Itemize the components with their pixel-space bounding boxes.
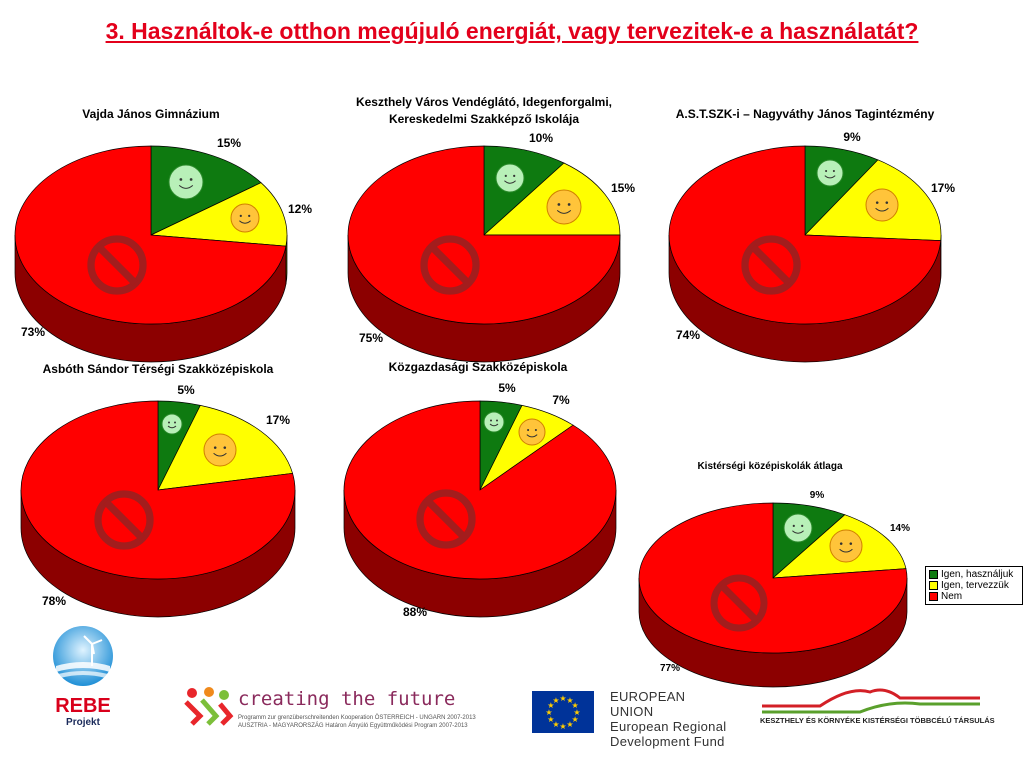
page-title: 3. Használtok-e otthon megújuló energiát… [105, 18, 919, 44]
legend-label: Nem [941, 591, 963, 602]
creating-the-future-text: creating the future [238, 688, 456, 710]
chart-title: Kereskedelmi Szakképző Iskolája [389, 112, 579, 126]
prohibition-icon [87, 235, 147, 295]
keszthely-tarsulas-logo: KESZTHELY ÉS KÖRNYÉKE KISTÉRSÉGI TÖBBCÉL… [760, 682, 995, 732]
star-icon: ★ [552, 696, 559, 705]
keszthely-tarsulas-name: KESZTHELY ÉS KÖRNYÉKE KISTÉRSÉGI TÖBBCÉL… [760, 716, 995, 725]
legend-swatch-green [929, 570, 938, 579]
program-line-2: AUSZTRIA - MAGYARORSZÁG Határon Átnyúló … [238, 723, 468, 729]
rebe-logo: REBE Projekt [48, 622, 118, 732]
smiley-green-icon [161, 413, 183, 435]
smiley-orange-icon [865, 188, 899, 222]
star-icon: ★ [559, 722, 566, 731]
data-label-igen-tervezzuk: 17% [931, 181, 955, 195]
smiley-green-icon [495, 163, 525, 193]
star-icon: ★ [547, 715, 554, 724]
pie-chart-6: Kistérségi középiskolák átlaga 9% 14% 77% [638, 461, 910, 688]
chart-legend: Igen, használjuk Igen, tervezzük Nem [925, 566, 1023, 605]
prohibition-icon [94, 490, 154, 550]
pie-slice-nem [14, 145, 287, 325]
chart-title: A.S.T.SZK-i – Nagyváthy János Tagintézmé… [676, 107, 935, 121]
smiley-green-icon [483, 411, 505, 433]
pie-slice-nem [668, 145, 942, 325]
data-label-nem: 77% [660, 663, 680, 674]
star-icon: ★ [573, 708, 580, 717]
star-icon: ★ [559, 694, 566, 703]
wind-turbine-icon [53, 626, 113, 686]
smiley-orange-icon [230, 203, 260, 233]
smiley-orange-icon [829, 529, 863, 563]
hills-icon [762, 688, 980, 714]
program-line-1: Programm zur grenzüberschreitenden Koope… [238, 715, 476, 721]
data-label-igen-hasznaljuk: 5% [177, 383, 195, 397]
legend-item-nem: Nem [929, 591, 1019, 602]
data-label-igen-hasznaljuk: 9% [843, 130, 861, 144]
legend-label: Igen, tervezzük [941, 580, 1009, 591]
data-label-nem: 73% [21, 325, 45, 339]
prohibition-icon [420, 235, 480, 295]
pie-chart-2: Keszthely Város Vendéglátó, Idegenforgal… [347, 95, 635, 363]
eu-logo: ★ ★ ★ ★ ★ ★ ★ ★ ★ ★ ★ ★ EUROPEAN UNION European Reg… [532, 689, 732, 749]
star-icon: ★ [572, 701, 579, 710]
data-label-igen-hasznaljuk: 5% [498, 381, 516, 395]
legend-item-igen-hasznaljuk: Igen, használjuk [929, 569, 1019, 580]
star-icon: ★ [566, 696, 573, 705]
rebe-name: REBE [55, 695, 111, 717]
data-label-igen-hasznaljuk: 15% [217, 136, 241, 150]
chart-title: Kistérségi középiskolák átlaga [697, 461, 843, 472]
data-label-igen-tervezzuk: 7% [552, 393, 570, 407]
legend-swatch-yellow [929, 581, 938, 590]
pie-slice-nem [638, 502, 908, 654]
rebe-sub: Projekt [66, 717, 100, 728]
data-label-igen-tervezzuk: 14% [890, 523, 910, 534]
chart-title: Közgazdasági Szakközépiskola [389, 360, 568, 374]
data-label-igen-tervezzuk: 17% [266, 413, 290, 427]
chart-title: Keszthely Város Vendéglátó, Idegenforgal… [356, 95, 612, 109]
smiley-orange-icon [203, 433, 237, 467]
data-label-nem: 75% [359, 331, 383, 345]
data-label-igen-tervezzuk: 15% [611, 181, 635, 195]
smiley-green-icon [816, 159, 844, 187]
legend-swatch-red [929, 592, 938, 601]
pie-slice-nem [343, 400, 617, 580]
eu-line-1: EUROPEAN UNION [610, 689, 686, 719]
smiley-green-icon [783, 513, 813, 543]
smiley-green-icon [168, 164, 204, 200]
data-label-nem: 74% [676, 328, 700, 342]
star-icon: ★ [572, 715, 579, 724]
creating-the-future-logo: creating the future Programm zur grenzüb… [182, 686, 492, 736]
prohibition-icon [416, 489, 476, 549]
eu-line-2: European Regional [610, 719, 727, 734]
eu-flag-icon: ★ ★ ★ ★ ★ ★ ★ ★ ★ ★ ★ ★ [532, 691, 594, 733]
data-label-nem: 78% [42, 594, 66, 608]
star-icon: ★ [552, 720, 559, 729]
chart-title: Vajda János Gimnázium [82, 107, 219, 121]
chart-title: Asbóth Sándor Térségi Szakközépiskola [43, 362, 274, 376]
smiley-orange-icon [518, 418, 546, 446]
legend-item-igen-tervezzuk: Igen, tervezzük [929, 580, 1019, 591]
star-icon: ★ [547, 701, 554, 710]
people-figures-icon [184, 687, 234, 726]
pie-chart-4: Asbóth Sándor Térségi Szakközépiskola 5% 1… [20, 362, 296, 618]
pie-chart-5: Közgazdasági Szakközépiskola 5% 7% 88% [343, 360, 617, 619]
pie-chart-3: A.S.T.SZK-i – Nagyváthy János Tagintézmé… [668, 107, 955, 363]
pie-chart-1: Vajda János Gimnázium 15% 12% 73% [14, 107, 312, 363]
eu-line-3: Development Fund [610, 734, 725, 749]
data-label-igen-tervezzuk: 12% [288, 202, 312, 216]
data-label-igen-hasznaljuk: 9% [810, 490, 825, 501]
star-icon: ★ [545, 708, 552, 717]
prohibition-icon [741, 235, 801, 295]
pie-slice-nem [347, 145, 621, 325]
smiley-orange-icon [546, 189, 582, 225]
prohibition-icon [710, 574, 768, 632]
data-label-igen-hasznaljuk: 10% [529, 131, 553, 145]
pie-slice-igen-tervezzuk [149, 182, 288, 247]
data-label-nem: 88% [403, 605, 427, 619]
pie-slice-nem [20, 400, 296, 580]
star-icon: ★ [566, 720, 573, 729]
legend-label: Igen, használjuk [941, 569, 1014, 580]
